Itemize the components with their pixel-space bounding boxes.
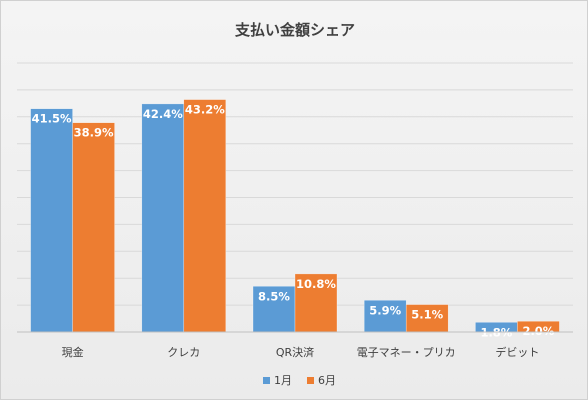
- bar-jan-1: [141, 103, 185, 333]
- category-label: 現金: [62, 345, 84, 359]
- legend-label: 1月: [274, 374, 292, 387]
- category-label: 電子マネー・プリカ: [357, 346, 456, 359]
- legend-swatch: [307, 377, 314, 384]
- bar-jun-2: [294, 273, 338, 333]
- data-label: 2.0%: [522, 324, 554, 338]
- data-label: 41.5%: [32, 112, 72, 126]
- bar-jan-0: [30, 108, 73, 333]
- data-label: 43.2%: [185, 103, 225, 117]
- bar-jun-3: [405, 304, 449, 333]
- data-label: 8.5%: [258, 289, 290, 303]
- category-label: デビット: [495, 345, 539, 359]
- chart-title: 支払い金額シェア: [234, 21, 355, 39]
- data-label: 5.1%: [411, 308, 443, 322]
- data-labels: 41.5%38.9%42.4% 43.2%8.5%10.8%5.9% 5.1%1.8…: [32, 103, 555, 340]
- data-label: 5.9%: [369, 303, 401, 317]
- bar-jan-3: [363, 300, 407, 333]
- bar-jun-0: [72, 122, 115, 333]
- legend-swatch: [263, 377, 270, 384]
- bar-jan-2: [252, 286, 296, 333]
- x-axis: 現金 クレカ QR決済 電子マネー・プリカ デビット: [17, 331, 573, 359]
- data-label: 42.4%: [143, 107, 183, 121]
- data-label: 38.9%: [74, 126, 114, 140]
- category-label: クレカ: [167, 346, 200, 359]
- bar-jun-1: [183, 99, 227, 333]
- legend: 1月 6月: [263, 374, 336, 387]
- legend-label: 6月: [318, 374, 336, 387]
- data-label: 10.8%: [296, 277, 336, 291]
- category-label: QR決済: [276, 345, 314, 359]
